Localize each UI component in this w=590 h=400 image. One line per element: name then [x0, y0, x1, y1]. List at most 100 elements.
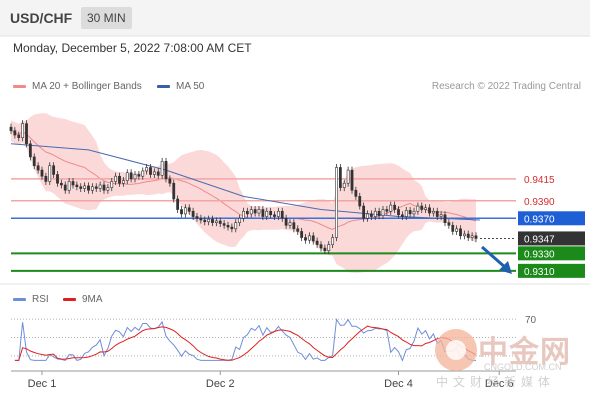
candle-down: [385, 209, 389, 212]
candle-down: [226, 224, 230, 228]
candle-down: [94, 186, 98, 189]
level-badge-0.9370: [518, 211, 585, 226]
candle-down: [203, 219, 207, 223]
candle-up: [125, 172, 129, 181]
candle-up: [470, 235, 474, 238]
legend-ma50: MA 50: [157, 81, 204, 92]
forecast-arrow-head: [499, 261, 512, 274]
candle-down: [63, 184, 67, 191]
candle-up: [389, 204, 393, 212]
candle-down: [17, 134, 21, 138]
candle-down: [400, 214, 404, 217]
candle-up: [141, 170, 145, 177]
watermark-subtitle: 中文财经新媒体: [436, 375, 556, 389]
candle-down: [292, 222, 296, 230]
candle-up: [183, 207, 187, 215]
candle-up: [335, 167, 338, 238]
candle-down: [393, 204, 397, 210]
candle-down: [284, 217, 288, 226]
rsi-9ma-line: [14, 325, 477, 361]
rsi-level-label: 70: [525, 315, 537, 326]
candle-up: [416, 205, 420, 212]
candle-down: [369, 213, 373, 217]
candle-up: [234, 222, 238, 230]
legend-swatch-9ma: [63, 298, 76, 301]
candle-up: [160, 161, 164, 176]
candle-down: [304, 237, 307, 241]
candle-up: [431, 210, 435, 214]
header-bar: USD/CHF 30 MIN: [0, 0, 590, 36]
legend-label-9ma: 9MA: [82, 294, 103, 305]
candle-down: [230, 226, 234, 230]
candle-up: [238, 217, 242, 223]
currency-pair-title: USD/CHF: [10, 10, 73, 26]
candle-down: [187, 207, 191, 212]
bollinger-band: [11, 113, 476, 273]
candle-up: [462, 233, 466, 237]
legend-label-ma20: MA 20 + Bollinger Bands: [32, 81, 142, 92]
candle-down: [296, 228, 300, 232]
candle-up: [67, 181, 71, 191]
forecast-arrow-shaft: [481, 245, 507, 270]
candle-down: [253, 209, 257, 214]
candle-down: [443, 214, 447, 223]
candle-up: [327, 244, 331, 252]
candle-down: [354, 189, 358, 197]
candle-up: [152, 171, 156, 175]
legend-label-ma50: MA 50: [176, 81, 205, 92]
candle-down: [420, 205, 424, 210]
candle-down: [377, 210, 381, 216]
candle-down: [56, 174, 59, 184]
candle-down: [315, 240, 319, 245]
candle-down: [269, 210, 273, 216]
candle-down: [311, 235, 315, 242]
level-label-0.9330: 0.9330: [524, 249, 555, 260]
candle-up: [121, 180, 125, 184]
candle-up: [114, 175, 118, 182]
candle-up: [257, 209, 261, 214]
candle-down: [44, 175, 48, 182]
candle-down: [397, 209, 400, 216]
level-label-0.9370: 0.9370: [524, 214, 555, 225]
candle-down: [71, 181, 75, 186]
candle-up: [98, 184, 102, 189]
level-badge-0.9310: [518, 263, 585, 278]
candle-up: [265, 210, 269, 217]
candle-down: [36, 165, 40, 171]
candle-down: [168, 178, 172, 184]
candle-down: [59, 182, 63, 186]
candle-up: [366, 213, 369, 219]
candle-down: [428, 207, 431, 214]
candle-down: [149, 167, 152, 175]
candle-down: [474, 235, 478, 239]
candle-down: [137, 174, 141, 177]
candle-down: [211, 218, 214, 223]
candle-up: [48, 165, 52, 182]
candle-down: [199, 217, 203, 221]
candle-down: [222, 223, 226, 226]
candle-up: [331, 237, 335, 245]
candle-down: [435, 210, 439, 217]
legend-rsi: RSI: [13, 294, 49, 305]
candle-up: [214, 220, 218, 223]
candle-up: [90, 186, 94, 191]
timeframe-badge[interactable]: 30 MIN: [81, 7, 132, 29]
candle-down: [280, 210, 284, 219]
candle-down: [172, 182, 176, 200]
candle-down: [129, 172, 133, 180]
candle-down: [9, 126, 13, 131]
candle-up: [439, 214, 443, 217]
watermark-url: CNGOLD.COM.CN: [484, 362, 562, 372]
candle-down: [164, 161, 168, 180]
candle-up: [145, 167, 149, 172]
candle-down: [319, 244, 323, 249]
candle-down: [261, 209, 265, 217]
legend-ma20-bollinger: MA 20 + Bollinger Bands: [13, 81, 142, 92]
candle-down: [447, 222, 451, 226]
candle-up: [110, 181, 114, 188]
watermark-logo-text: 中金网: [478, 336, 571, 369]
candle-up: [207, 218, 211, 223]
candle-up: [412, 210, 416, 215]
x-tick-label-Dec 4: Dec 4: [384, 378, 413, 390]
level-badge-0.9347: [518, 231, 585, 246]
